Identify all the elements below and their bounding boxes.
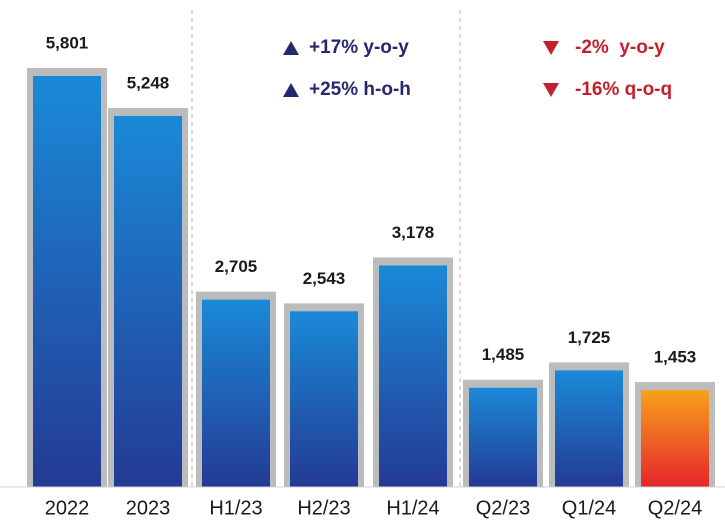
down-arrow (543, 83, 559, 97)
value-label: 5,248 (127, 73, 170, 92)
x-tick-label: Q1/24 (562, 497, 616, 519)
bar (33, 76, 101, 487)
x-tick-label: 2023 (126, 497, 171, 519)
value-label: 2,705 (215, 257, 258, 276)
x-tick-label: 2022 (45, 497, 90, 519)
bar (114, 115, 182, 487)
bar (379, 265, 447, 487)
annotation: -2% y-o-y (575, 37, 665, 58)
x-tick-label: H1/24 (386, 497, 439, 519)
bar (555, 370, 623, 487)
value-label: 2,543 (303, 269, 346, 288)
value-label: 1,485 (482, 345, 525, 364)
annotation: +25% h-o-h (309, 79, 411, 100)
value-label: 3,178 (392, 223, 435, 242)
bar (290, 311, 358, 487)
value-label: 5,801 (46, 33, 89, 52)
annotation: +17% y-o-y (309, 37, 409, 58)
x-tick-label: H1/23 (209, 497, 262, 519)
bar (469, 387, 537, 487)
x-tick-label: Q2/23 (476, 497, 530, 519)
value-label: 1,453 (654, 348, 697, 367)
x-tick-label: Q2/24 (648, 497, 702, 519)
bar (202, 299, 270, 487)
bar (641, 390, 709, 487)
up-arrow (283, 41, 299, 55)
up-arrow (283, 83, 299, 97)
down-arrow (543, 41, 559, 55)
annotation: -16% q-o-q (575, 79, 672, 100)
value-label: 1,725 (568, 328, 611, 347)
x-tick-label: H2/23 (297, 497, 350, 519)
